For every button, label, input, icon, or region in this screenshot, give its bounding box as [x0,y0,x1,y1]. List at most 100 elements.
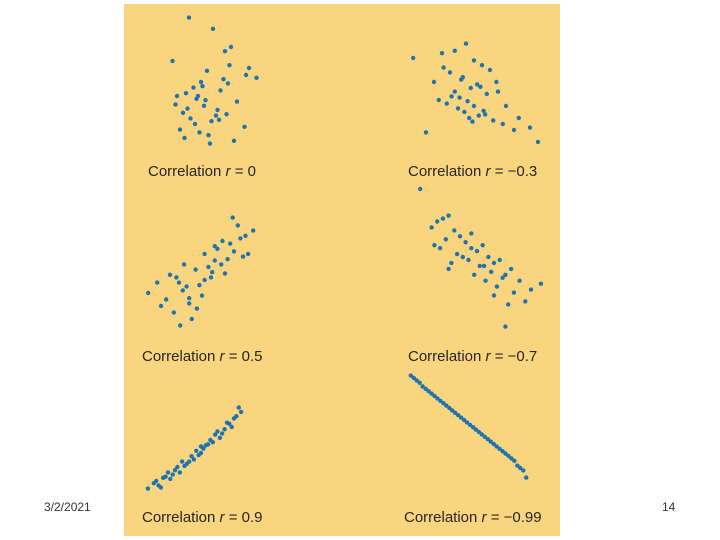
data-point [170,58,175,64]
data-point [243,233,248,238]
data-point [192,121,198,127]
data-point [509,456,514,461]
data-point [432,243,437,248]
data-point [194,306,200,311]
data-point [206,133,211,138]
data-point [475,82,480,87]
data-point [193,267,198,272]
data-point [447,70,453,75]
data-point [471,58,477,63]
data-point [196,452,201,458]
data-point [517,278,522,283]
data-point [165,470,171,475]
data-point [485,437,490,442]
data-point [489,269,494,274]
scatter-plot-5 [408,373,529,480]
data-point [450,408,455,413]
data-point [167,272,173,277]
data-point [465,99,470,104]
data-point [444,101,449,106]
data-point [231,138,237,143]
data-point [173,102,178,107]
data-point [216,117,222,123]
data-point [479,432,484,437]
data-point [228,44,234,50]
data-point [177,470,182,475]
data-point [202,277,207,283]
data-point [185,106,190,111]
data-point [203,98,208,103]
data-point [220,238,225,244]
data-point [197,130,202,135]
data-point [417,380,422,385]
data-point [243,72,249,78]
data-point [215,107,220,113]
data-point [224,420,230,425]
data-point [446,213,451,218]
data-point [227,63,232,68]
data-point [488,439,493,444]
data-point [202,251,207,257]
data-point [230,215,235,220]
data-point [474,248,480,254]
data-point [463,240,468,245]
data-point [245,251,251,257]
data-point [439,51,445,56]
data-point [200,84,205,89]
data-point [462,109,467,115]
data-point [470,425,476,430]
data-point [215,429,220,434]
data-point [205,442,211,447]
data-point [486,254,491,260]
data-point [197,283,202,288]
data-point [212,244,217,249]
data-point [481,263,487,269]
data-point [210,440,215,445]
data-point [477,263,482,269]
caption-r-neg-0-3: Correlation r = −0.3 [408,163,538,180]
data-point [469,246,474,251]
data-point [472,272,477,277]
data-point [207,141,213,146]
data-point [208,275,214,280]
data-point [467,422,473,427]
data-point [188,116,193,121]
data-point [458,415,464,420]
data-point [480,243,485,248]
data-point [182,463,187,469]
data-point [432,393,437,399]
scatter-plot-3 [418,186,544,329]
data-point [222,49,228,54]
data-point [158,303,164,309]
data-point [481,108,486,114]
data-point [457,95,462,100]
data-point [438,398,443,403]
data-point [209,119,214,124]
data-point [429,391,434,396]
caption-r-0-5: Correlation r = 0.5 [142,348,263,365]
data-point [170,472,175,477]
data-point [431,79,437,85]
footer-date: 3/2/2021 [44,500,91,514]
data-point [437,246,443,251]
data-point [184,284,189,289]
data-point [180,288,185,293]
data-point [469,231,474,236]
data-point [460,254,465,260]
data-point [199,293,205,298]
data-point [491,441,496,447]
data-point [511,290,517,295]
data-point [463,41,469,46]
data-point [478,84,483,90]
data-point [487,67,493,73]
data-point [500,121,505,127]
data-point [473,427,479,432]
data-point [176,280,182,285]
data-point [194,448,199,453]
data-point [195,93,201,99]
data-point [201,103,207,109]
scatter-plot-0 [170,15,259,146]
data-point [411,375,416,381]
data-point [460,75,465,80]
